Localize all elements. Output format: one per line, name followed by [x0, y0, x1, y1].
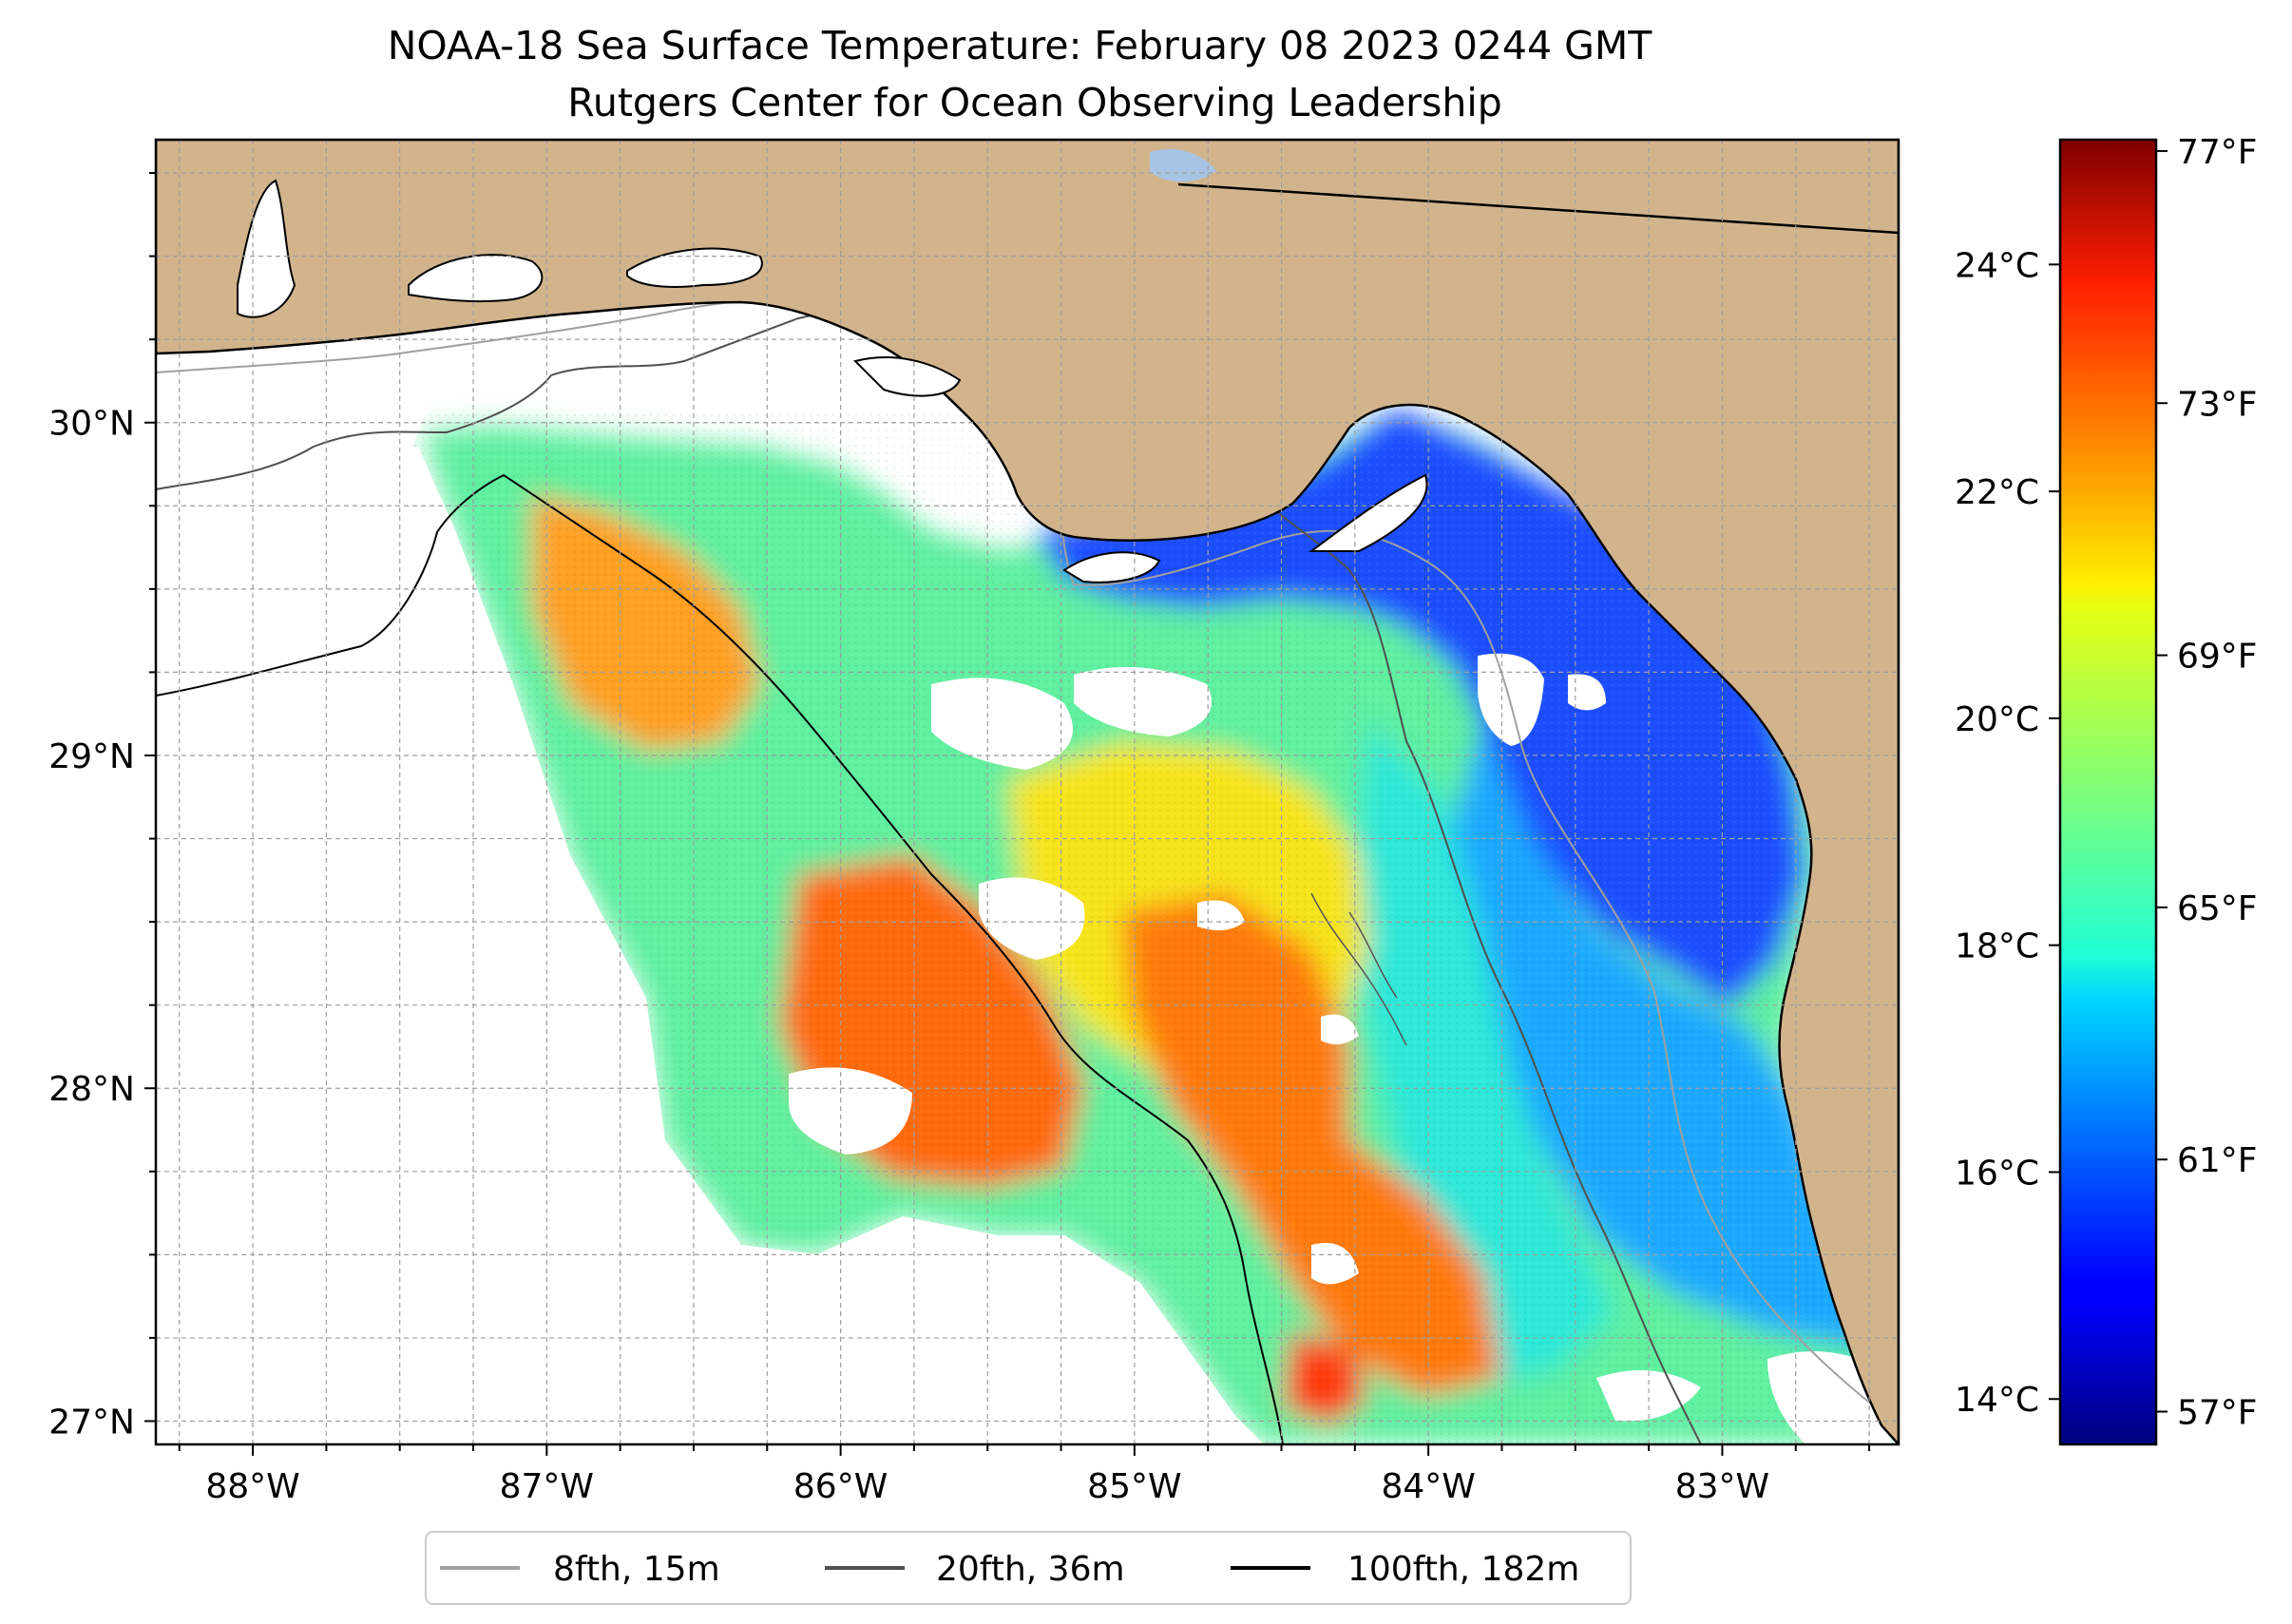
fahrenheit-tick-label: 57°F — [2177, 1394, 2258, 1433]
title-line-1: NOAA-18 Sea Surface Temperature: Februar… — [388, 23, 1653, 68]
lat-tick-label: 27°N — [48, 1403, 135, 1442]
lat-tick-label: 29°N — [48, 737, 135, 776]
celsius-tick-label: 20°C — [1955, 700, 2039, 739]
colorbar-fahrenheit-ticks: 57°F 61°F 65°F 69°F 73°F 77°F — [2156, 133, 2258, 1433]
legend-box — [425, 1531, 1632, 1605]
map-panel — [156, 140, 1899, 1444]
lon-tick-label: 85°W — [1087, 1467, 1181, 1506]
graticule — [156, 140, 1899, 1444]
map-frame — [154, 138, 1900, 1446]
legend-label-100fth: 100fth, 182m — [1347, 1550, 1579, 1589]
celsius-tick-label: 14°C — [1955, 1381, 2039, 1420]
lon-tick-label: 87°W — [500, 1467, 594, 1506]
lat-tick-label: 30°N — [48, 405, 135, 444]
fahrenheit-tick-label: 77°F — [2177, 133, 2258, 172]
celsius-tick-label: 22°C — [1955, 473, 2039, 512]
legend-label-20fth: 20fth, 36m — [936, 1550, 1125, 1589]
legend-label-8fth: 8fth, 15m — [553, 1550, 720, 1589]
lake — [1150, 148, 1216, 182]
lon-tick-label: 83°W — [1675, 1467, 1769, 1506]
longitude-axis: 88°W 87°W 86°W 85°W 84°W 83°W — [178, 1444, 1871, 1506]
celsius-tick-label: 18°C — [1955, 927, 2039, 966]
isobath-legend: 8fth, 15m 20fth, 36m 100fth, 182m — [425, 1531, 1632, 1605]
latitude-axis: 30°N 29°N 28°N 27°N — [48, 172, 156, 1442]
lon-tick-label: 86°W — [793, 1467, 888, 1506]
lon-tick-label: 84°W — [1381, 1467, 1475, 1506]
fahrenheit-tick-label: 69°F — [2177, 638, 2258, 677]
colorbar-gradient — [2058, 138, 2158, 1446]
fahrenheit-tick-label: 61°F — [2177, 1141, 2258, 1180]
lon-tick-label: 88°W — [205, 1467, 299, 1506]
state-boundary — [1177, 182, 1899, 235]
fahrenheit-tick-label: 73°F — [2177, 385, 2258, 424]
lat-tick-label: 28°N — [48, 1070, 135, 1109]
celsius-tick-label: 16°C — [1955, 1154, 2039, 1193]
colorbar: 14°C 16°C 18°C 20°C 22°C 24°C 57°F 61°F 65°F 69°… — [1955, 133, 2258, 1446]
coastal-bays — [237, 179, 1428, 583]
colorbar-celsius-ticks: 14°C 16°C 18°C 20°C 22°C 24°C — [1955, 246, 2060, 1420]
title-line-2: Rutgers Center for Ocean Observing Leade… — [567, 80, 1502, 125]
celsius-tick-label: 24°C — [1955, 246, 2039, 285]
isobath-8fth — [156, 295, 1899, 1426]
land-mass — [156, 140, 1899, 1444]
fahrenheit-tick-label: 65°F — [2177, 889, 2258, 928]
